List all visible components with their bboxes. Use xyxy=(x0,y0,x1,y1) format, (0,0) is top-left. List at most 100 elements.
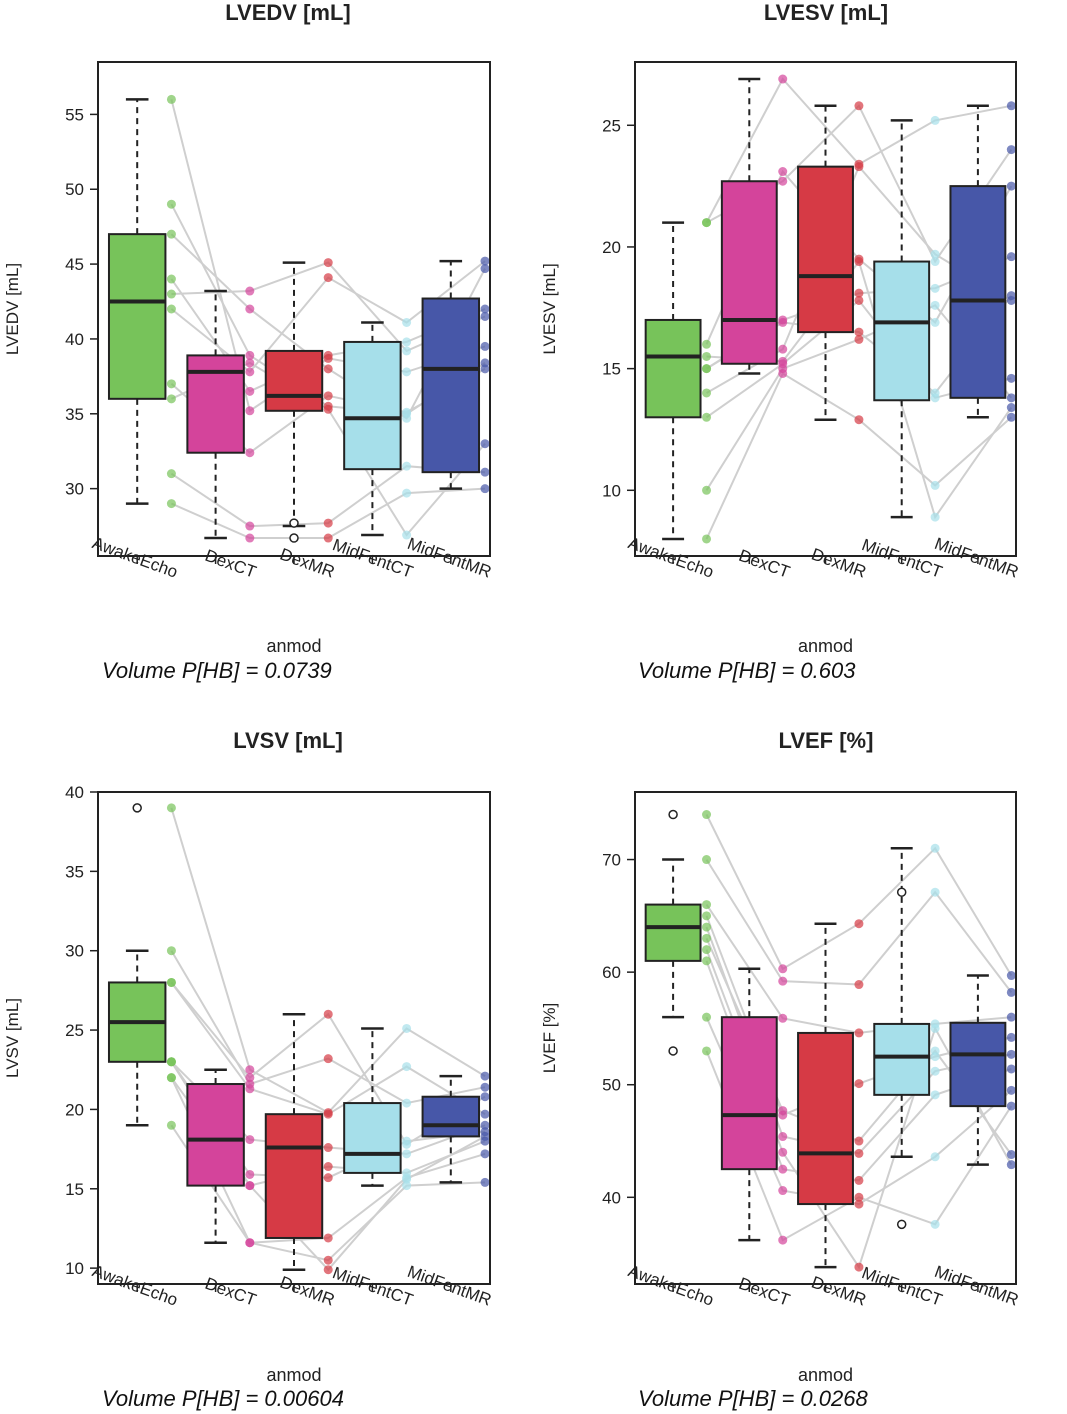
data-point xyxy=(930,512,940,522)
data-point xyxy=(402,407,412,417)
data-point xyxy=(402,488,412,498)
y-tick-label: 55 xyxy=(65,105,84,124)
box-MidFentMR xyxy=(949,974,1007,1166)
box-DexCT xyxy=(720,77,778,375)
data-point xyxy=(854,162,864,172)
x-tick-label: DexCT xyxy=(203,1274,259,1310)
data-point xyxy=(323,1255,333,1265)
box-iqr xyxy=(421,297,481,474)
data-point xyxy=(166,977,176,987)
y-tick-label: 30 xyxy=(65,480,84,499)
box-iqr xyxy=(107,233,167,400)
data-point xyxy=(245,1073,255,1083)
box-MidFentCT xyxy=(873,847,931,1230)
data-point xyxy=(402,1136,412,1146)
data-point xyxy=(402,1023,412,1033)
data-point xyxy=(402,1149,412,1159)
box-iqr xyxy=(644,318,702,419)
y-tick-label: 20 xyxy=(602,238,621,257)
box-DexMR xyxy=(797,104,854,421)
data-point xyxy=(166,379,176,389)
data-point xyxy=(480,1071,490,1081)
data-point xyxy=(854,101,864,111)
data-point xyxy=(1006,373,1016,383)
data-point xyxy=(1006,1150,1016,1160)
data-point xyxy=(702,364,712,374)
data-point xyxy=(1006,1160,1016,1170)
chart-title: LVEF [%] xyxy=(779,728,874,753)
data-point xyxy=(323,1109,333,1119)
data-point xyxy=(402,317,412,327)
box-iqr xyxy=(873,260,931,402)
data-point xyxy=(166,1120,176,1130)
data-point xyxy=(854,257,864,267)
data-point xyxy=(402,1062,412,1072)
outlier-point xyxy=(289,518,299,528)
box-iqr xyxy=(264,349,324,412)
data-point xyxy=(402,337,412,347)
box-MidFentCT xyxy=(343,1027,402,1187)
data-point xyxy=(930,283,940,293)
data-point xyxy=(1006,1101,1016,1111)
box-iqr xyxy=(797,165,854,334)
y-tick-label: 45 xyxy=(65,255,84,274)
data-point xyxy=(930,1046,940,1056)
data-point xyxy=(166,469,176,479)
data-point xyxy=(854,288,864,298)
data-point xyxy=(245,533,255,543)
data-point xyxy=(702,922,712,932)
data-point xyxy=(778,74,788,84)
y-tick-label: 10 xyxy=(602,481,621,500)
x-tick-label: MidFentCT xyxy=(859,1263,945,1310)
x-tick-label: AwakeEcho xyxy=(90,533,181,581)
data-point xyxy=(1006,1032,1016,1042)
data-point xyxy=(480,484,490,494)
data-point xyxy=(1006,987,1016,997)
x-axis-label: anmod xyxy=(798,636,853,656)
x-tick-label: DexMR xyxy=(277,1273,337,1310)
data-point xyxy=(854,327,864,337)
data-point xyxy=(480,1092,490,1102)
data-point xyxy=(702,218,712,228)
data-point xyxy=(402,461,412,471)
data-point xyxy=(480,304,490,314)
box-MidFentMR xyxy=(421,1074,481,1184)
data-point xyxy=(166,229,176,239)
data-point xyxy=(245,386,255,396)
data-point xyxy=(166,199,176,209)
data-point xyxy=(166,803,176,813)
y-tick-label: 50 xyxy=(65,180,84,199)
x-tick-label: MidFentMR xyxy=(405,1262,494,1310)
data-point xyxy=(930,115,940,125)
data-point xyxy=(1006,412,1016,422)
x-axis-label: anmod xyxy=(798,1365,853,1385)
box-DexCT xyxy=(186,1068,245,1244)
data-point xyxy=(1006,971,1016,981)
data-point xyxy=(854,1148,864,1158)
data-point xyxy=(778,976,788,986)
data-point xyxy=(930,480,940,490)
data-point xyxy=(480,1177,490,1187)
outlier-point xyxy=(289,533,299,543)
data-point xyxy=(480,1082,490,1092)
data-point xyxy=(480,1120,490,1130)
box-AwakeEcho xyxy=(644,221,702,541)
data-point xyxy=(930,843,940,853)
data-point xyxy=(854,1192,864,1202)
data-point xyxy=(323,273,333,283)
x-tick-label: DexCT xyxy=(736,546,792,582)
data-point xyxy=(323,1054,333,1064)
data-point xyxy=(702,1012,712,1022)
box-DexCT xyxy=(186,289,245,540)
x-tick-label: MidFentCT xyxy=(859,535,945,582)
data-point xyxy=(323,1162,333,1172)
box-iqr xyxy=(949,185,1007,399)
data-point xyxy=(778,167,788,177)
y-tick-label: 25 xyxy=(602,116,621,135)
data-point xyxy=(778,1147,788,1157)
p-value-annotation: Volume P[HB] = 0.0268 xyxy=(638,1386,868,1411)
data-point xyxy=(402,367,412,377)
data-point xyxy=(166,946,176,956)
data-point xyxy=(1006,1085,1016,1095)
